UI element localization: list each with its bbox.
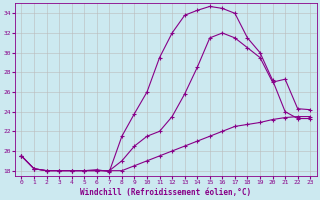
X-axis label: Windchill (Refroidissement éolien,°C): Windchill (Refroidissement éolien,°C) — [80, 188, 252, 197]
